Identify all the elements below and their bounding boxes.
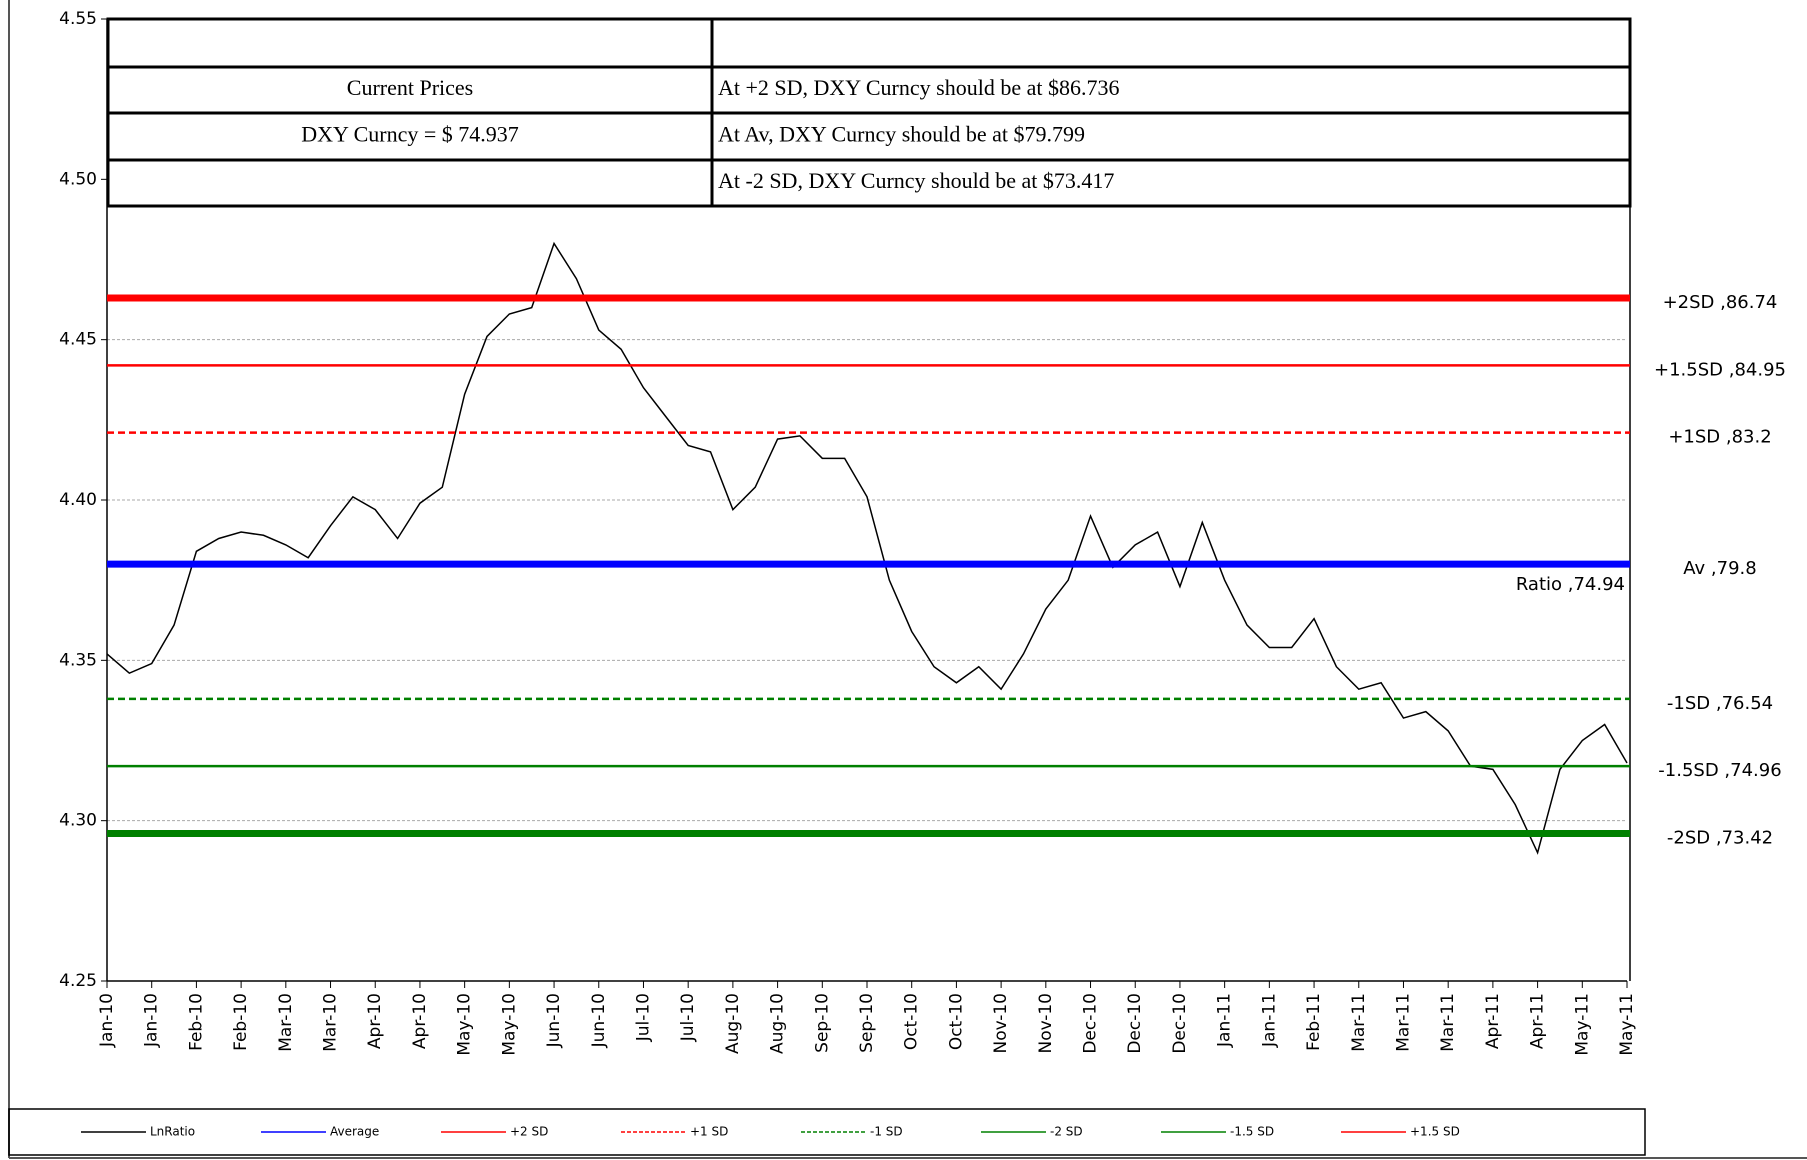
y-tick-label: 4.50 — [59, 169, 97, 189]
reference-label: +2SD ,86.74 — [1663, 292, 1778, 313]
x-tick-label: Oct-10 — [946, 993, 966, 1050]
table-cell: At +2 SD, DXY Curncy should be at $86.73… — [718, 75, 1119, 100]
x-tick-label: Jan-11 — [1215, 993, 1235, 1048]
x-tick-label: Feb-10 — [186, 993, 206, 1051]
x-tick-label: May-11 — [1617, 993, 1637, 1056]
x-tick-label: Jan-10 — [142, 993, 162, 1048]
end-label: Ratio ,74.94 — [1516, 574, 1625, 595]
reference-label: -2SD ,73.42 — [1667, 827, 1773, 848]
x-tick-label: May-10 — [455, 993, 475, 1056]
reference-label: -1.5SD ,74.96 — [1658, 760, 1781, 781]
x-tick-label: Mar-11 — [1438, 993, 1458, 1052]
x-tick-label: Dec-10 — [1170, 993, 1190, 1054]
legend-label: Average — [330, 1125, 379, 1139]
y-tick-label: 4.35 — [59, 650, 97, 670]
legend-label: LnRatio — [150, 1125, 195, 1139]
x-tick-label: Jan-10 — [97, 993, 117, 1048]
y-tick-label: 4.45 — [59, 330, 97, 350]
legend-label: -2 SD — [1050, 1125, 1083, 1139]
legend-label: +1.5 SD — [1410, 1125, 1460, 1139]
x-tick-label: Sep-10 — [812, 993, 832, 1053]
x-tick-label: Mar-10 — [321, 993, 341, 1052]
x-tick-label: Oct-10 — [902, 993, 922, 1050]
x-tick-label: Jan-11 — [1259, 993, 1279, 1048]
table-cell: At Av, DXY Curncy should be at $79.799 — [718, 122, 1085, 147]
y-tick-label: 4.30 — [59, 811, 97, 831]
x-tick-label: Jul-10 — [633, 993, 653, 1042]
y-tick-label: 4.40 — [59, 490, 97, 510]
reference-label: +1SD ,83.2 — [1668, 427, 1771, 448]
table-cell: Current Prices — [347, 75, 473, 100]
legend-label: +1 SD — [690, 1125, 728, 1139]
y-tick-label: 4.25 — [59, 971, 97, 991]
x-tick-label: Sep-10 — [857, 993, 877, 1053]
x-tick-label: Dec-10 — [1125, 993, 1145, 1054]
legend-label: -1.5 SD — [1230, 1125, 1274, 1139]
x-tick-label: Apr-10 — [410, 993, 430, 1049]
x-tick-label: Feb-10 — [231, 993, 251, 1051]
x-tick-label: Apr-11 — [1528, 993, 1548, 1049]
x-tick-label: Jul-10 — [678, 993, 698, 1042]
x-tick-label: Feb-11 — [1304, 993, 1324, 1051]
x-tick-label: Mar-11 — [1393, 993, 1413, 1052]
x-tick-label: Jun-10 — [589, 993, 609, 1048]
x-tick-label: Aug-10 — [723, 993, 743, 1054]
x-tick-label: Apr-10 — [365, 993, 385, 1049]
legend-box — [8, 1108, 1646, 1156]
x-tick-label: Mar-10 — [276, 993, 296, 1052]
reference-label: -1SD ,76.54 — [1667, 693, 1773, 714]
x-tick-label: May-11 — [1572, 993, 1592, 1056]
legend-label: -1 SD — [870, 1125, 903, 1139]
x-tick-label: Nov-10 — [991, 993, 1011, 1054]
x-tick-label: May-10 — [499, 993, 519, 1056]
series-line — [106, 241, 1628, 855]
legend-label: +2 SD — [510, 1125, 548, 1139]
x-tick-label: Aug-10 — [768, 993, 788, 1054]
x-tick-label: Mar-11 — [1349, 993, 1369, 1052]
x-tick-label: Dec-10 — [1081, 993, 1101, 1054]
y-tick-label: 4.55 — [59, 9, 97, 29]
x-tick-label: Nov-10 — [1036, 993, 1056, 1054]
table-cell: DXY Curncy = $ 74.937 — [301, 122, 519, 147]
reference-label: +1.5SD ,84.95 — [1654, 359, 1786, 380]
reference-label: Av ,79.8 — [1683, 558, 1756, 579]
x-tick-label: Jun-10 — [544, 993, 564, 1048]
table-cell: At -2 SD, DXY Curncy should be at $73.41… — [718, 168, 1114, 193]
x-tick-label: Apr-11 — [1483, 993, 1503, 1049]
